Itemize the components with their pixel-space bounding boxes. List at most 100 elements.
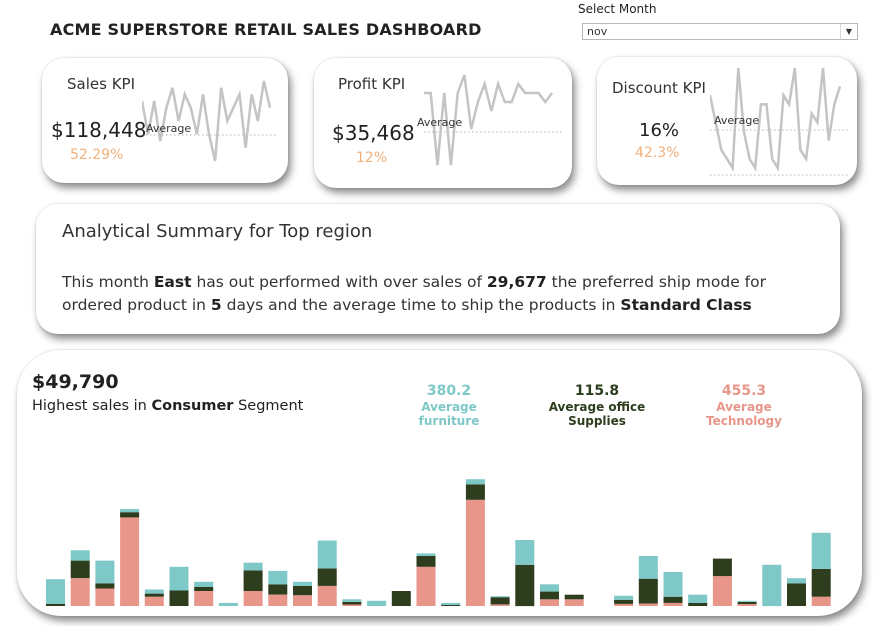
bar-furniture-18[interactable] — [490, 596, 510, 598]
summary-text-part-3: the preferred ship mode for ordered prod… — [62, 273, 766, 314]
bar-office-supplies-2[interactable] — [95, 583, 115, 589]
bar-office-supplies-11[interactable] — [317, 568, 337, 586]
discount-average-label: Average — [714, 114, 760, 127]
bar-office-supplies-10[interactable] — [293, 585, 312, 596]
bar-office-supplies-27[interactable] — [712, 558, 732, 577]
average-office-supplies-value: 115.8 — [574, 383, 620, 399]
bar-technology-24[interactable] — [638, 603, 658, 606]
bar-furniture-1[interactable] — [70, 550, 90, 561]
bar-technology-11[interactable] — [317, 585, 337, 606]
bar-furniture-12[interactable] — [342, 599, 362, 602]
bar-office-supplies-15[interactable] — [416, 556, 436, 567]
average-technology-label: Average Technology — [706, 400, 782, 428]
discount-kpi-value: 16% — [639, 120, 680, 141]
bar-office-supplies-0[interactable] — [46, 603, 65, 606]
select-month-label: Select Month — [578, 2, 657, 16]
bar-furniture-5[interactable] — [169, 566, 189, 591]
bar-furniture-24[interactable] — [638, 556, 658, 579]
discount-sparkline — [710, 67, 848, 176]
bar-furniture-16[interactable] — [441, 602, 461, 605]
bar-furniture-15[interactable] — [416, 553, 436, 556]
summary-card — [36, 204, 840, 334]
bar-office-supplies-28[interactable] — [737, 601, 757, 604]
bar-furniture-9[interactable] — [268, 570, 288, 585]
bar-furniture-4[interactable] — [144, 589, 164, 594]
bar-office-supplies-8[interactable] — [243, 570, 263, 591]
bar-technology-15[interactable] — [416, 566, 436, 606]
bar-technology-8[interactable] — [243, 591, 263, 606]
average-office-supplies-label: Average office Supplies — [548, 400, 646, 428]
bar-furniture-20[interactable] — [540, 584, 559, 592]
bar-office-supplies-25[interactable] — [663, 596, 683, 603]
bar-technology-23[interactable] — [614, 603, 634, 606]
bar-technology-18[interactable] — [490, 604, 510, 607]
bar-office-supplies-12[interactable] — [342, 601, 362, 605]
bar-office-supplies-18[interactable] — [490, 597, 510, 605]
bar-technology-28[interactable] — [737, 603, 757, 606]
bar-technology-1[interactable] — [70, 578, 90, 606]
bar-furniture-6[interactable] — [194, 581, 214, 587]
bar-technology-4[interactable] — [144, 596, 164, 606]
bar-office-supplies-23[interactable] — [614, 599, 634, 604]
month-select[interactable]: nov ▼ — [582, 23, 858, 40]
bar-furniture-3[interactable] — [120, 509, 140, 513]
bar-technology-31[interactable] — [811, 596, 831, 606]
bar-technology-9[interactable] — [268, 594, 288, 606]
bar-technology-17[interactable] — [465, 499, 485, 606]
chevron-down-icon[interactable]: ▼ — [840, 24, 857, 39]
bar-furniture-25[interactable] — [663, 572, 683, 597]
bar-office-supplies-24[interactable] — [638, 578, 658, 604]
average-technology: 455.3 Average Technology — [677, 383, 811, 428]
bar-office-supplies-9[interactable] — [268, 584, 288, 595]
bar-furniture-8[interactable] — [243, 562, 263, 571]
bar-technology-27[interactable] — [712, 576, 732, 606]
bar-furniture-13[interactable] — [367, 600, 387, 606]
bar-office-supplies-1[interactable] — [70, 560, 90, 579]
bar-furniture-2[interactable] — [95, 560, 115, 584]
bar-furniture-0[interactable] — [46, 579, 65, 604]
bar-office-supplies-6[interactable] — [194, 586, 214, 591]
bar-furniture-29[interactable] — [762, 564, 782, 607]
bar-office-supplies-19[interactable] — [515, 564, 535, 607]
bar-technology-12[interactable] — [342, 604, 362, 607]
bar-technology-3[interactable] — [120, 517, 140, 606]
discount-kpi-label: Discount KPI — [612, 79, 706, 97]
segment-name: Consumer — [151, 398, 234, 414]
bar-technology-10[interactable] — [293, 595, 312, 606]
bar-office-supplies-16[interactable] — [441, 605, 461, 606]
bar-technology-21[interactable] — [564, 599, 584, 606]
bar-technology-6[interactable] — [194, 591, 214, 606]
bar-office-supplies-17[interactable] — [465, 484, 485, 500]
profit-kpi-card: Profit KPI $35,468 12% Average — [314, 58, 572, 188]
bar-office-supplies-5[interactable] — [169, 590, 189, 607]
bar-furniture-11[interactable] — [317, 540, 337, 569]
bar-office-supplies-26[interactable] — [688, 602, 708, 606]
sales-average-label: Average — [146, 122, 192, 135]
bar-office-supplies-14[interactable] — [391, 591, 411, 606]
bar-office-supplies-21[interactable] — [564, 594, 584, 600]
summary-text-part-2: has out performed with over sales of — [191, 273, 487, 291]
bar-office-supplies-20[interactable] — [540, 591, 559, 600]
bar-furniture-10[interactable] — [293, 581, 312, 586]
bar-office-supplies-4[interactable] — [144, 593, 164, 597]
bar-furniture-31[interactable] — [811, 532, 831, 569]
bar-office-supplies-30[interactable] — [787, 583, 806, 606]
bar-furniture-26[interactable] — [688, 594, 708, 603]
bar-furniture-19[interactable] — [515, 540, 535, 565]
profit-kpi-value: $35,468 — [332, 121, 415, 145]
summary-region: East — [153, 273, 192, 291]
bar-furniture-28[interactable] — [737, 600, 757, 602]
summary-text-part-1: This month — [62, 273, 154, 291]
bar-technology-2[interactable] — [95, 588, 115, 607]
bar-furniture-7[interactable] — [218, 602, 238, 606]
bar-office-supplies-31[interactable] — [811, 568, 831, 597]
bar-furniture-17[interactable] — [465, 479, 485, 485]
summary-text: This month East has out performed with o… — [62, 271, 822, 316]
bar-furniture-30[interactable] — [787, 578, 806, 584]
dashboard-title: ACME SUPERSTORE RETAIL SALES DASHBOARD — [50, 20, 482, 39]
bar-technology-20[interactable] — [540, 599, 559, 606]
bar-office-supplies-3[interactable] — [120, 512, 140, 518]
bar-technology-25[interactable] — [663, 602, 683, 606]
profit-sparkline — [424, 74, 564, 166]
bar-furniture-23[interactable] — [614, 595, 634, 600]
